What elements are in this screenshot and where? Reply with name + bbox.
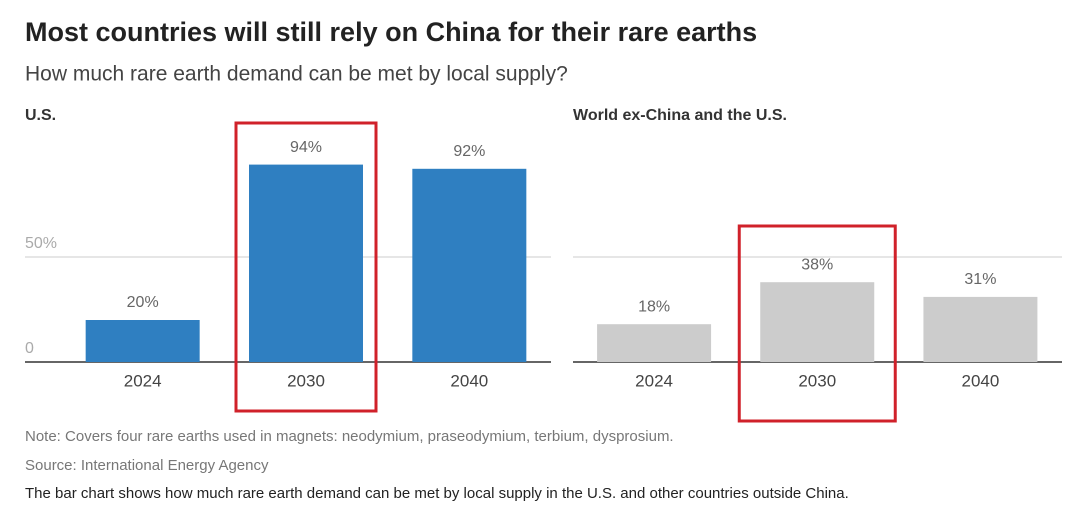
subtitle: How much rare earth demand can be met by… — [25, 63, 568, 86]
source: Source: International Energy Agency — [25, 457, 269, 474]
bar — [412, 168, 527, 362]
note: Note: Covers four rare earths used in ma… — [25, 428, 674, 445]
value-label: 92% — [453, 143, 485, 160]
x-tick-label: 2024 — [635, 371, 673, 390]
highlight-box — [234, 121, 378, 413]
highlight-box — [737, 224, 897, 423]
bar — [85, 320, 200, 362]
y-tick-label: 0 — [25, 340, 34, 357]
bar — [249, 164, 363, 362]
value-label: 20% — [127, 294, 159, 311]
value-label: 94% — [290, 139, 322, 156]
x-tick-label: 2040 — [962, 371, 1000, 390]
title: Most countries will still rely on China … — [25, 17, 757, 47]
panel-title: U.S. — [25, 107, 56, 124]
x-tick-label: 2030 — [287, 371, 325, 390]
x-tick-label: 2024 — [124, 371, 162, 390]
value-label: 31% — [964, 271, 996, 288]
description: The bar chart shows how much rare earth … — [25, 485, 849, 502]
panel-title: World ex-China and the U.S. — [573, 107, 787, 124]
bar — [597, 324, 712, 362]
value-label: 18% — [638, 298, 670, 315]
bar — [760, 282, 875, 362]
bar — [923, 296, 1038, 362]
x-tick-label: 2030 — [798, 371, 836, 390]
y-tick-label: 50% — [25, 235, 57, 252]
x-tick-label: 2040 — [450, 371, 488, 390]
value-label: 38% — [801, 256, 833, 273]
